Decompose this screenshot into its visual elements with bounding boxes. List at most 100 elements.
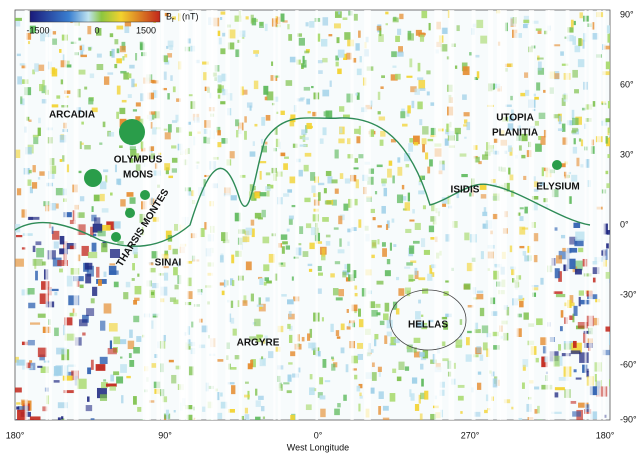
texture-patch (334, 227, 339, 229)
texture-patch (539, 113, 546, 119)
texture-patch (299, 38, 305, 46)
texture-patch (381, 206, 385, 214)
texture-patch (421, 315, 423, 317)
texture-patch (126, 376, 130, 378)
texture-patch (114, 39, 118, 44)
texture-patch (357, 69, 362, 75)
data-gap (239, 10, 242, 420)
texture-patch (172, 158, 178, 163)
texture-patch (100, 194, 105, 201)
texture-patch (338, 216, 342, 224)
texture-patch (33, 259, 43, 266)
texture-patch (81, 122, 84, 125)
texture-patch (412, 101, 415, 108)
texture-patch (282, 241, 288, 244)
texture-patch (518, 418, 522, 424)
texture-patch (476, 294, 483, 299)
texture-patch (290, 351, 295, 356)
texture-patch (387, 259, 390, 264)
texture-patch (132, 278, 135, 281)
texture-patch (418, 300, 421, 304)
texture-patch (572, 70, 578, 78)
texture-patch (429, 226, 434, 233)
texture-patch (404, 267, 410, 269)
texture-patch (236, 130, 238, 137)
texture-patch (419, 352, 425, 357)
texture-patch (302, 137, 309, 140)
texture-patch (392, 219, 395, 223)
texture-patch (378, 367, 382, 372)
texture-patch (97, 64, 104, 70)
texture-patch (385, 303, 390, 312)
texture-patch (307, 333, 310, 340)
longitude-label: 90° (158, 430, 172, 440)
texture-patch (355, 199, 358, 205)
volcano-marker (125, 208, 135, 218)
texture-patch (292, 276, 294, 280)
texture-patch (20, 96, 22, 104)
texture-patch (130, 197, 136, 204)
texture-patch (321, 39, 327, 47)
texture-patch (128, 341, 134, 349)
texture-patch (320, 395, 326, 399)
texture-patch (412, 377, 417, 383)
texture-patch (171, 375, 176, 384)
texture-patch (259, 22, 264, 28)
texture-patch (523, 176, 526, 180)
texture-patch (534, 387, 539, 390)
texture-patch (255, 389, 257, 396)
texture-patch (261, 406, 265, 411)
texture-patch (427, 274, 432, 281)
texture-patch (359, 393, 361, 396)
texture-patch (309, 387, 315, 395)
texture-patch (85, 274, 91, 284)
texture-patch (524, 312, 529, 319)
region-label: PLANITIA (492, 128, 538, 139)
texture-patch (173, 86, 176, 92)
texture-patch (390, 243, 392, 251)
texture-patch (358, 154, 363, 158)
texture-patch (219, 38, 222, 45)
texture-patch (217, 359, 223, 362)
data-gap (434, 10, 442, 420)
texture-patch (405, 366, 409, 370)
texture-patch (28, 41, 30, 44)
texture-patch (131, 79, 134, 88)
texture-patch (605, 327, 614, 332)
texture-patch (442, 28, 448, 34)
texture-patch (430, 102, 434, 105)
data-gap (181, 10, 188, 420)
olympus-mons-marker (119, 119, 145, 145)
texture-patch (338, 249, 345, 253)
texture-patch (67, 164, 69, 172)
texture-patch (251, 294, 254, 302)
colorbar (30, 11, 160, 22)
texture-patch (406, 164, 410, 167)
texture-patch (96, 364, 106, 371)
texture-patch (519, 227, 525, 235)
texture-patch (561, 310, 564, 317)
data-gap (589, 10, 593, 420)
texture-patch (289, 311, 292, 317)
texture-patch (418, 63, 421, 72)
texture-patch (418, 80, 425, 89)
texture-patch (335, 261, 340, 264)
texture-patch (387, 169, 392, 178)
texture-patch (318, 70, 323, 74)
texture-patch (217, 142, 221, 147)
texture-patch (582, 40, 584, 49)
texture-patch (337, 69, 342, 75)
texture-patch (382, 242, 386, 247)
texture-patch (358, 354, 363, 360)
texture-patch (395, 36, 400, 42)
texture-patch (15, 259, 24, 267)
texture-patch (116, 26, 123, 30)
elysium-marker (552, 160, 562, 170)
texture-patch (322, 217, 329, 222)
region-label: HELLAS (408, 320, 448, 331)
texture-patch (17, 188, 21, 195)
texture-patch (35, 271, 38, 281)
texture-patch (222, 291, 225, 295)
texture-patch (123, 292, 128, 299)
texture-patch (244, 116, 247, 122)
